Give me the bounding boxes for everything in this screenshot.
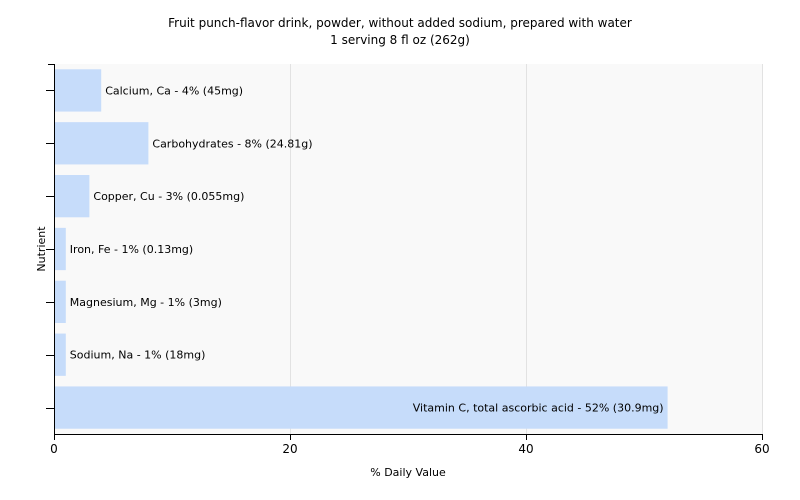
bar-label: Sodium, Na - 1% (18mg) [70,349,206,362]
bar [55,227,66,271]
bar [55,175,90,218]
plot-area: Calcium, Ca - 4% (45mg) Carbohydrates - 8… [46,64,770,456]
bar-label: Carbohydrates - 8% (24.81g) [152,137,312,150]
bar-label: Magnesium, Mg - 1% (3mg) [70,296,222,309]
x-tick-label: 0 [50,442,58,456]
chart-title: Fruit punch-flavor drink, powder, withou… [168,16,632,30]
bar-label: Copper, Cu - 3% (0.055mg) [93,190,244,203]
bar [55,333,66,376]
x-tick-label: 40 [518,442,533,456]
x-tick-label: 20 [282,442,297,456]
bar-label: Iron, Fe - 1% (0.13mg) [70,243,193,256]
y-axis-label: Nutrient [35,226,48,272]
bar-label: Calcium, Ca - 4% (45mg) [105,84,243,97]
x-axis-label: % Daily Value [370,466,446,479]
plot-background [54,64,762,434]
bar [55,122,149,165]
chart-subtitle: 1 serving 8 fl oz (262g) [330,33,470,47]
bar [55,69,102,112]
bar [55,280,66,323]
bar [55,386,668,429]
bar-label: Vitamin C, total ascorbic acid - 52% (30… [413,402,664,415]
x-tick-label: 60 [754,442,769,456]
